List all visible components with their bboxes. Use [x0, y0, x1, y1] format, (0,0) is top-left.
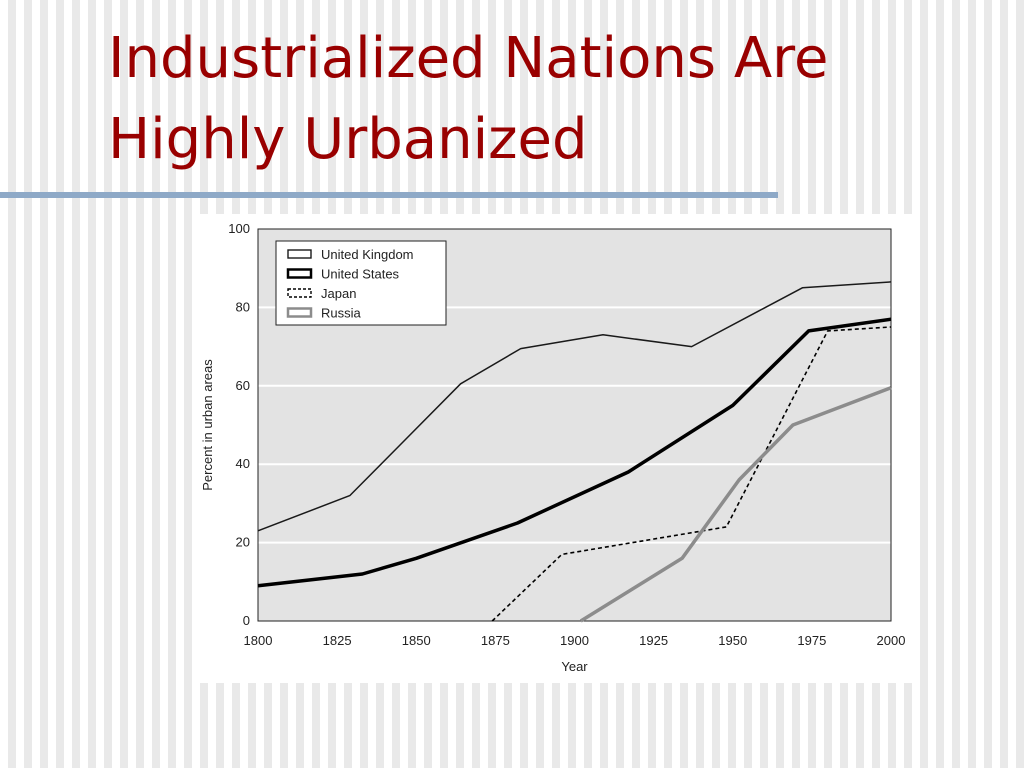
y-tick-label: 40 — [236, 456, 250, 471]
y-tick-label: 80 — [236, 299, 250, 314]
x-tick-label: 1950 — [718, 633, 747, 648]
legend-label-japan: Japan — [321, 286, 356, 301]
x-tick-label: 1925 — [639, 633, 668, 648]
title-underline-rule — [0, 192, 778, 198]
legend-swatch-japan — [287, 288, 312, 298]
slide-title-line-1: Industrialized Nations Are — [108, 26, 829, 91]
x-tick-label: 1850 — [402, 633, 431, 648]
slide-title: Industrialized Nations Are Highly Urbaniz… — [108, 18, 1008, 180]
legend-box — [275, 240, 447, 326]
y-tick-label: 20 — [236, 535, 250, 550]
x-tick-label: 2000 — [877, 633, 906, 648]
legend-label-russia: Russia — [321, 306, 362, 321]
plot-frame — [257, 228, 892, 622]
y-tick-label: 0 — [243, 613, 250, 628]
x-tick-label: 1975 — [797, 633, 826, 648]
y-tick-label: 100 — [228, 221, 250, 236]
series-line-russia — [579, 386, 892, 623]
legend-label-united-kingdom: United Kingdom — [321, 247, 414, 262]
x-axis-label: Year — [561, 659, 588, 674]
y-axis-label: Percent in urban areas — [200, 359, 215, 491]
series-line-japan — [491, 326, 892, 622]
y-tick-label: 60 — [236, 378, 250, 393]
x-tick-label: 1900 — [560, 633, 589, 648]
slide-title-line-2: Highly Urbanized — [108, 107, 588, 173]
legend-swatch-united-states — [286, 268, 313, 279]
series-line-united-kingdom — [257, 281, 892, 532]
chart-card: 0 20 40 60 80 100 1800 1825 1850 1875 1900 1925 1950… — [198, 214, 916, 683]
legend-swatch-united-kingdom — [287, 249, 312, 259]
x-tick-label: 1875 — [481, 633, 510, 648]
legend-label-united-states: United States — [321, 267, 400, 282]
urbanization-line-chart: 0 20 40 60 80 100 1800 1825 1850 1875 1900 1925 1950… — [200, 221, 906, 674]
x-tick-label: 1825 — [323, 633, 352, 648]
legend-swatch-russia — [286, 307, 313, 318]
series-line-united-states — [257, 317, 892, 588]
x-tick-label: 1800 — [244, 633, 273, 648]
